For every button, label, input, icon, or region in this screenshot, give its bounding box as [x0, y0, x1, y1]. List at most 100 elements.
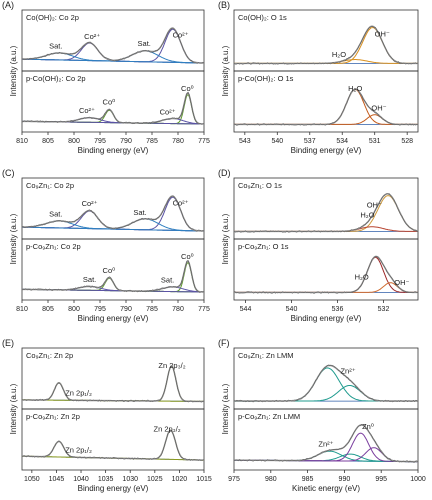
- fit-peak-1: [234, 367, 418, 402]
- x-tick-label: 795: [94, 306, 106, 313]
- peak-annotation: Co⁰: [103, 266, 116, 275]
- peak-annotation: OH⁻: [394, 278, 409, 287]
- x-tick-label: 790: [120, 138, 132, 145]
- x-tick-label: 785: [146, 138, 158, 145]
- x-tick-label: 1050: [24, 476, 40, 483]
- peak-annotation: Zn 2p₁/₂: [65, 446, 92, 455]
- x-axis-title: Kinetic energy (eV): [292, 484, 360, 493]
- peak-annotation: OH⁻: [367, 200, 382, 209]
- x-tick-label: 780: [172, 306, 184, 313]
- x-tick-label: 810: [16, 306, 28, 313]
- subpanel-F-1: Co₉Zn₁: Zn LMM Zn²⁺: [233, 347, 419, 410]
- x-tick-label: 537: [304, 138, 316, 145]
- fit-peak-2: [234, 282, 418, 293]
- x-tick-label: 532: [378, 306, 390, 313]
- subpanel-E-2: p-Co₉Zn₁: Zn 2p Zn 2p₁/₂ Zn 2p₃/₂: [21, 408, 205, 471]
- subpanel-label: Co₉Zn₁: O 1s: [238, 181, 282, 190]
- subpanel-E-1: Co₉Zn₁: Zn 2p Zn 2p₁/₂ Zn 2p₃/₂: [21, 347, 205, 410]
- x-tick-label: 540: [271, 138, 283, 145]
- x-tick-label: 775: [198, 138, 210, 145]
- peak-annotation: H₂O: [348, 84, 362, 93]
- y-axis-title: Intensity (a.u.): [221, 383, 230, 434]
- panel-letter: (E): [2, 338, 14, 348]
- envelope-line: [21, 27, 205, 64]
- subpanel-label: Co(OH)₂: Co 2p: [26, 13, 79, 22]
- x-tick-label: 985: [302, 476, 314, 483]
- x-tick-label: 1025: [147, 476, 163, 483]
- peak-annotation: Zn 2p₃/₂: [158, 361, 185, 370]
- envelope-line: [21, 91, 205, 125]
- peak-annotation: Zn²⁺: [318, 439, 333, 448]
- subpanel-label: p-Co₉Zn₁: Zn 2p: [26, 412, 80, 421]
- peak-annotation: Sat.: [133, 208, 146, 217]
- peak-annotation: Co⁰: [103, 98, 116, 107]
- subpanel-D-1: Co₉Zn₁: O 1s OH⁻ H₂O: [233, 177, 419, 240]
- envelope-line: [21, 365, 205, 403]
- x-axis-title: Binding energy (eV): [78, 146, 149, 155]
- peak-annotation: Zn 2p₃/₂: [153, 425, 180, 434]
- fit-peak-2: [234, 385, 418, 402]
- raw-data-line: [234, 193, 419, 233]
- panel-letter: (D): [218, 168, 231, 178]
- x-tick-label: 534: [336, 138, 348, 145]
- peak-annotation: Co²⁺: [84, 32, 100, 41]
- peak-annotation: H₂O: [360, 211, 374, 220]
- x-tick-label: 805: [42, 138, 54, 145]
- fit-peak-1: [234, 195, 419, 232]
- x-tick-label: 980: [265, 476, 277, 483]
- raw-data-line: [234, 88, 418, 126]
- envelope-line: [233, 25, 419, 65]
- peak-annotation: Sat.: [49, 209, 62, 218]
- x-tick-label: 810: [16, 138, 28, 145]
- subpanel-label: Co₉Zn₁: Zn LMM: [238, 351, 294, 360]
- peak-annotation: Zn²⁺: [340, 367, 355, 376]
- peak-annotation: Co²⁺: [160, 107, 176, 116]
- envelope-line: [21, 195, 205, 232]
- y-axis-title: Intensity (a.u.): [9, 213, 18, 264]
- panel-C: (C) Co₉Zn₁: Co 2p Sat. Co²⁺ Sat. Co²⁺ p-Co₉Zn₁…: [2, 168, 210, 323]
- x-tick-label: 1030: [122, 476, 138, 483]
- subpanel-B-1: Co(OH)₂: O 1s OH⁻ H₂O: [233, 9, 419, 72]
- subpanel-C-1: Co₉Zn₁: Co 2p Sat. Co²⁺ Sat. Co²⁺: [21, 177, 205, 240]
- peak-annotation: OH⁻: [375, 30, 390, 39]
- x-tick-label: 1035: [98, 476, 114, 483]
- x-tick-label: 528: [401, 138, 413, 145]
- x-tick-label: 531: [369, 138, 381, 145]
- subpanel-label: Co₉Zn₁: Zn 2p: [26, 351, 73, 360]
- x-tick-label: 800: [68, 306, 80, 313]
- x-tick-label: 800: [68, 138, 80, 145]
- x-tick-label: 785: [146, 306, 158, 313]
- subpanel-B-2: p-Co(OH)₂: O 1s H₂O OH⁻: [233, 70, 419, 133]
- subpanel-A-2: p-Co(OH)₂: Co 2p Co²⁺ Co⁰ Co²⁺ Co⁰: [21, 70, 205, 133]
- subpanel-A-1: Co(OH)₂: Co 2p Sat. Co²⁺ Sat. Co²⁺: [21, 9, 205, 72]
- subpanel-label: p-Co(OH)₂: Co 2p: [26, 74, 86, 83]
- x-tick-label: 1045: [49, 476, 65, 483]
- peak-annotation: Co²⁺: [173, 30, 189, 39]
- subpanel-label: p-Co(OH)₂: O 1s: [238, 74, 294, 83]
- subpanel-label: Co₉Zn₁: Co 2p: [26, 181, 74, 190]
- x-tick-label: 780: [172, 138, 184, 145]
- fit-peak-1: [234, 27, 418, 64]
- peak-annotation: Zn 2p₁/₂: [65, 389, 92, 398]
- x-axis-title: Binding energy (eV): [291, 314, 362, 323]
- x-tick-label: 805: [42, 306, 54, 313]
- fit-peak-1: [234, 256, 418, 293]
- peak-annotation: Sat.: [83, 275, 96, 284]
- x-tick-label: 540: [286, 306, 298, 313]
- panel-F: (F) Co₉Zn₁: Zn LMM Zn²⁺ p-Co₉Zn₁: Zn LMM Zn²…: [218, 338, 426, 493]
- x-tick-label: 990: [339, 476, 351, 483]
- y-axis-title: Intensity (a.u.): [9, 383, 18, 434]
- x-axis-title: Binding energy (eV): [291, 146, 362, 155]
- envelope-line: [233, 193, 419, 233]
- x-tick-label: 1015: [196, 476, 212, 483]
- subpanel-F-2: p-Co₉Zn₁: Zn LMM Zn²⁺ Zn⁰: [233, 408, 419, 471]
- x-tick-label: 795: [94, 138, 106, 145]
- envelope-line: [233, 255, 419, 294]
- peak-annotation: Co⁰: [181, 252, 194, 261]
- x-tick-label: 544: [240, 306, 252, 313]
- subpanel-label: p-Co₉Zn₁: O 1s: [238, 242, 289, 251]
- envelope-line: [233, 88, 419, 126]
- x-tick-label: 995: [375, 476, 387, 483]
- peak-annotation: Sat.: [138, 39, 151, 48]
